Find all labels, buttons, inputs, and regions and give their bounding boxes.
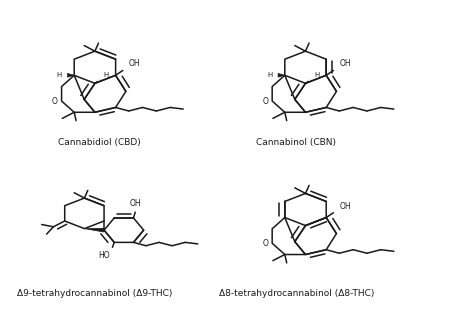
- Text: Cannabinol (CBN): Cannabinol (CBN): [256, 138, 337, 147]
- Text: H: H: [104, 72, 109, 78]
- Text: OH: OH: [129, 59, 140, 68]
- Text: H: H: [314, 72, 319, 78]
- Text: OH: OH: [129, 199, 141, 208]
- Text: H: H: [267, 72, 273, 78]
- Polygon shape: [278, 73, 285, 77]
- Text: OH: OH: [339, 59, 351, 68]
- Text: Δ9-tetrahydrocannabinol (Δ9-THC): Δ9-tetrahydrocannabinol (Δ9-THC): [17, 289, 173, 298]
- Text: Cannabidiol (CBD): Cannabidiol (CBD): [58, 138, 141, 147]
- Text: O: O: [263, 239, 268, 248]
- Polygon shape: [84, 228, 104, 232]
- Text: H: H: [57, 72, 62, 78]
- Text: HO: HO: [99, 251, 110, 260]
- Polygon shape: [67, 73, 74, 77]
- Text: O: O: [52, 96, 58, 105]
- Text: Δ8-tetrahydrocannabinol (Δ8-THC): Δ8-tetrahydrocannabinol (Δ8-THC): [219, 289, 374, 298]
- Text: O: O: [263, 96, 268, 105]
- Text: OH: OH: [339, 202, 351, 211]
